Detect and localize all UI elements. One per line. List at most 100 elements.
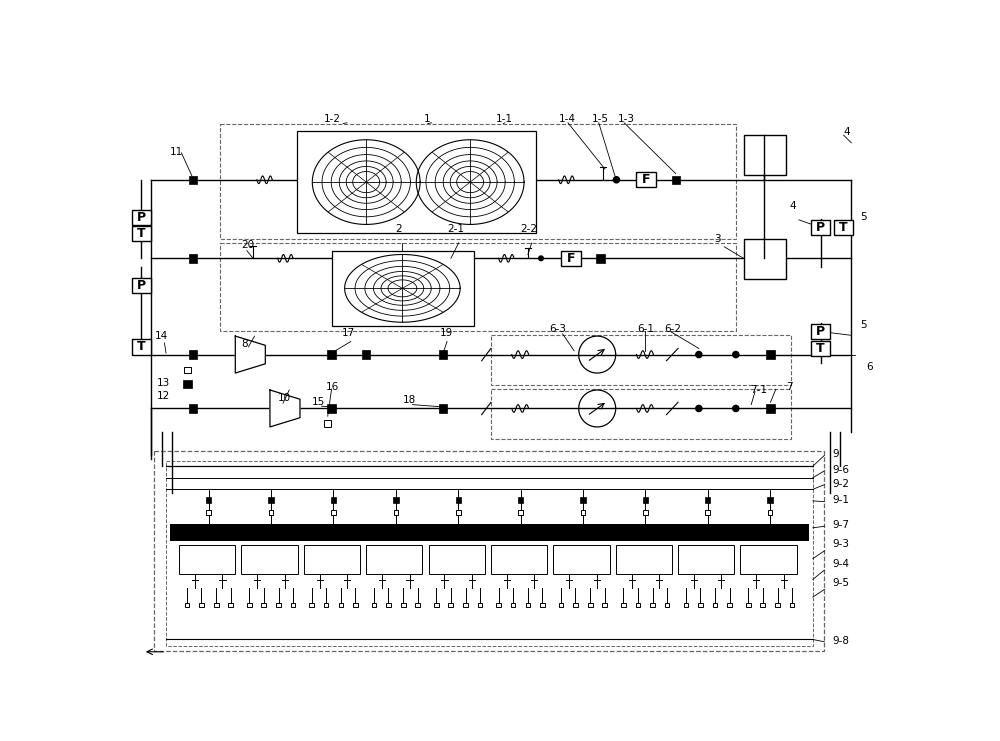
Text: 2-1: 2-1 [447,224,464,233]
Text: 9: 9 [832,449,839,459]
Bar [220,243,736,331]
Text: 6-1: 6-1 [637,324,654,333]
Bar [324,602,328,607]
Text: 14: 14 [154,331,168,342]
Text: P: P [816,325,825,338]
Bar [834,220,853,235]
Bar [573,602,578,607]
Bar [132,339,151,355]
Bar [496,602,501,607]
Bar [324,420,331,428]
Bar [665,602,669,607]
Bar [463,602,468,607]
Bar [401,602,406,607]
Text: 10: 10 [278,393,291,403]
Bar [183,379,192,388]
Bar [596,254,605,262]
Bar [760,602,765,607]
Text: 2-2: 2-2 [520,224,537,233]
Text: 3: 3 [714,233,721,244]
Bar [297,131,536,233]
Bar [189,350,197,359]
Bar [678,545,734,574]
Bar [491,545,547,574]
Bar [643,510,648,515]
Text: 9-7: 9-7 [832,520,849,530]
Bar [727,602,732,607]
Bar [439,350,447,359]
Bar [415,602,420,607]
Text: 13: 13 [157,378,170,388]
Text: 7-1: 7-1 [750,385,767,396]
Bar [767,497,773,503]
Bar [811,324,830,339]
Text: 9-4: 9-4 [832,559,849,568]
Bar [132,278,151,293]
Bar [526,602,530,607]
Bar [478,602,482,607]
Text: 9-1: 9-1 [832,496,849,505]
Text: 1-2: 1-2 [324,113,341,124]
Text: T: T [137,227,146,240]
Text: 8: 8 [241,339,248,349]
Bar [588,602,593,607]
Polygon shape [235,336,265,373]
Bar [811,220,830,235]
Bar [581,510,585,515]
Text: F: F [567,252,575,265]
Text: P: P [137,279,146,292]
Text: P: P [137,211,146,224]
Bar [372,602,376,607]
Text: 1-5: 1-5 [592,113,609,124]
Bar [768,510,772,515]
Text: 18: 18 [403,396,416,405]
Text: T: T [839,221,848,234]
Bar [332,250,474,326]
Bar [327,405,336,413]
Text: 6: 6 [867,362,873,372]
Text: 9-8: 9-8 [832,636,849,645]
Bar [775,602,780,607]
Text: 11: 11 [170,147,183,156]
Bar [643,497,648,503]
Bar [740,545,797,574]
Bar [154,451,824,651]
Bar [491,336,791,385]
Text: 1: 1 [424,113,431,124]
Bar [518,497,523,503]
Bar [268,497,274,503]
Circle shape [613,176,620,183]
Bar [132,226,151,242]
Bar [261,602,266,607]
Text: 16: 16 [326,382,339,391]
Bar [309,602,314,607]
Bar [206,510,211,515]
Circle shape [733,351,739,358]
Bar [602,602,607,607]
Bar [672,176,680,184]
Bar [705,510,710,515]
Bar [386,602,391,607]
Text: T: T [137,340,146,353]
Bar [580,497,586,503]
Bar [220,124,736,239]
Bar [439,405,447,413]
Bar [304,545,360,574]
Text: P: P [816,221,825,234]
Bar [790,602,794,607]
Text: 4: 4 [844,127,850,137]
Bar [331,510,336,515]
Text: T: T [816,342,825,355]
Bar [247,602,252,607]
Text: 5: 5 [861,320,867,330]
Circle shape [733,405,739,411]
Text: 9-6: 9-6 [832,465,849,475]
Bar [650,602,655,607]
Circle shape [696,405,702,411]
Bar [199,602,204,607]
Text: 1-1: 1-1 [496,113,513,124]
Bar [540,602,545,607]
Bar [394,510,398,515]
Bar [327,350,336,359]
Bar [636,172,656,187]
